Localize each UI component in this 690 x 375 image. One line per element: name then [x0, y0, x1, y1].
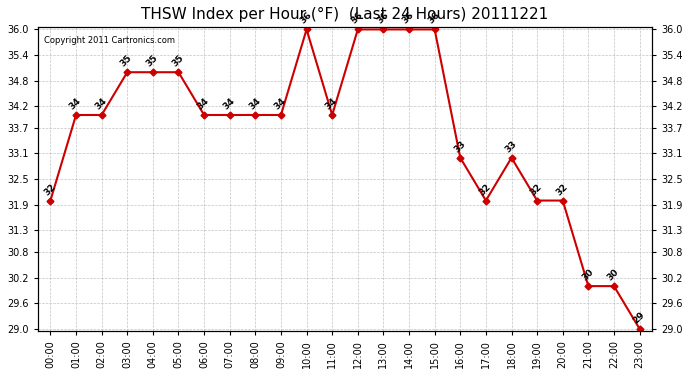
Text: Copyright 2011 Cartronics.com: Copyright 2011 Cartronics.com — [43, 36, 175, 45]
Text: 34: 34 — [196, 96, 211, 111]
Text: 30: 30 — [580, 267, 595, 282]
Text: 32: 32 — [529, 182, 544, 197]
Text: 34: 34 — [221, 96, 237, 111]
Text: 32: 32 — [42, 182, 57, 197]
Text: 34: 34 — [324, 96, 339, 111]
Text: 36: 36 — [426, 10, 442, 26]
Text: 35: 35 — [144, 54, 160, 69]
Text: 36: 36 — [401, 10, 416, 26]
Text: 35: 35 — [170, 54, 186, 69]
Text: 34: 34 — [273, 96, 288, 111]
Text: 34: 34 — [93, 96, 108, 111]
Text: 36: 36 — [375, 10, 391, 26]
Text: 35: 35 — [119, 54, 134, 69]
Text: 32: 32 — [477, 182, 493, 197]
Text: 32: 32 — [554, 182, 570, 197]
Text: 34: 34 — [68, 96, 83, 111]
Text: 34: 34 — [247, 96, 262, 111]
Text: 33: 33 — [503, 139, 518, 154]
Text: 36: 36 — [298, 10, 313, 26]
Text: 30: 30 — [606, 267, 621, 282]
Text: 33: 33 — [452, 139, 467, 154]
Text: 29: 29 — [631, 310, 647, 326]
Text: 36: 36 — [349, 10, 365, 26]
Title: THSW Index per Hour (°F)  (Last 24 Hours) 20111221: THSW Index per Hour (°F) (Last 24 Hours)… — [141, 7, 549, 22]
